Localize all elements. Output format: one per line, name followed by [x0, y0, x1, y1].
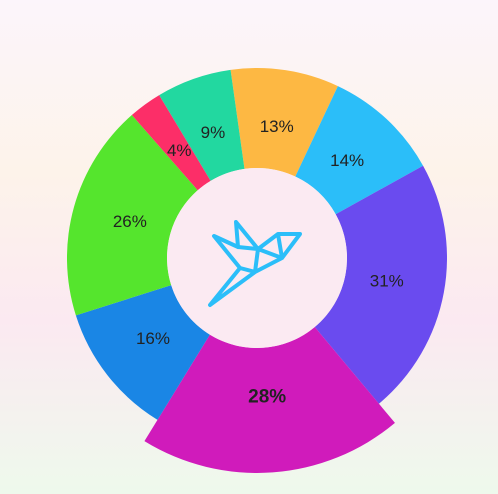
- slice: [295, 86, 424, 215]
- slice-label: 13%: [260, 117, 294, 136]
- slice-label: 28%: [248, 387, 286, 408]
- slice-label: 31%: [370, 272, 404, 291]
- slice-label: 14%: [330, 151, 364, 170]
- slice: [75, 285, 210, 420]
- slice: [314, 165, 448, 404]
- slice: [67, 115, 198, 316]
- slice-label: 16%: [136, 329, 170, 348]
- slice: [230, 67, 338, 177]
- slice-label: 26%: [113, 212, 147, 231]
- slice-label: 4%: [167, 141, 192, 160]
- slice-label: 9%: [201, 123, 226, 142]
- logo: [208, 220, 302, 307]
- slice: [131, 95, 211, 191]
- slice: [159, 69, 245, 181]
- slice: [144, 327, 395, 473]
